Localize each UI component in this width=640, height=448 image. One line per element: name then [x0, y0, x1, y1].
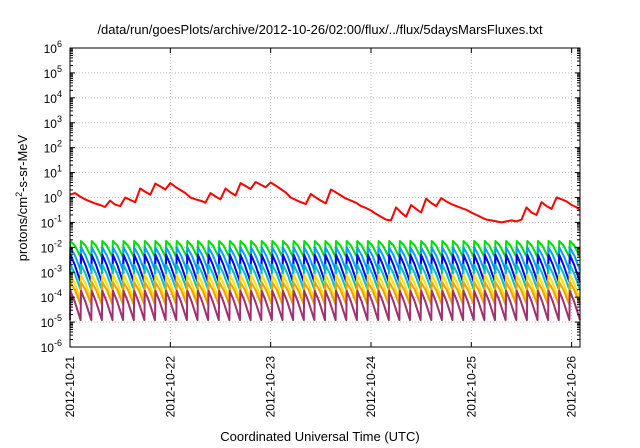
x-tick-label: 2012-10-24: [364, 356, 378, 418]
axis-layer: 10-6 10-5 10-4 10-3 10-2 10-1 100 101 102 103 104 1…: [41, 39, 580, 417]
y-tick-label: 106: [44, 39, 62, 56]
chart-title: /data/run/goesPlots/archive/2012-10-26/0…: [97, 22, 543, 37]
y-tick-label: 105: [44, 64, 62, 81]
y-axis-label-sup: 2: [13, 191, 24, 197]
series-line-8: [69, 289, 581, 322]
x-axis-label: Coordinated Universal Time (UTC): [220, 429, 420, 444]
y-tick-label: 100: [44, 189, 62, 206]
x-tick-label: 2012-10-21: [63, 356, 77, 418]
y-tick-label: 101: [44, 164, 62, 181]
series-layer: [69, 181, 581, 322]
y-axis-label-suffix: -s-sr-MeV: [15, 134, 31, 192]
y-axis-label-prefix: protons/cm: [15, 196, 31, 262]
y-tick-label: 10-1: [41, 213, 62, 230]
x-tick-label: 2012-10-25: [464, 356, 478, 418]
x-tick-label: 2012-10-26: [565, 356, 579, 418]
x-tick-label: 2012-10-22: [163, 356, 177, 418]
y-tick-label: 102: [44, 139, 62, 156]
y-tick-label: 10-6: [41, 338, 62, 355]
y-tick-label: 10-4: [41, 288, 62, 305]
y-tick-label: 103: [44, 114, 62, 131]
y-tick-label: 10-2: [41, 238, 62, 255]
x-tick-label: 2012-10-23: [264, 356, 278, 418]
y-tick-label: 10-3: [41, 263, 62, 280]
y-tick-label: 104: [44, 89, 62, 106]
series-line-1: [69, 181, 581, 224]
y-tick-label: 10-5: [41, 313, 62, 330]
